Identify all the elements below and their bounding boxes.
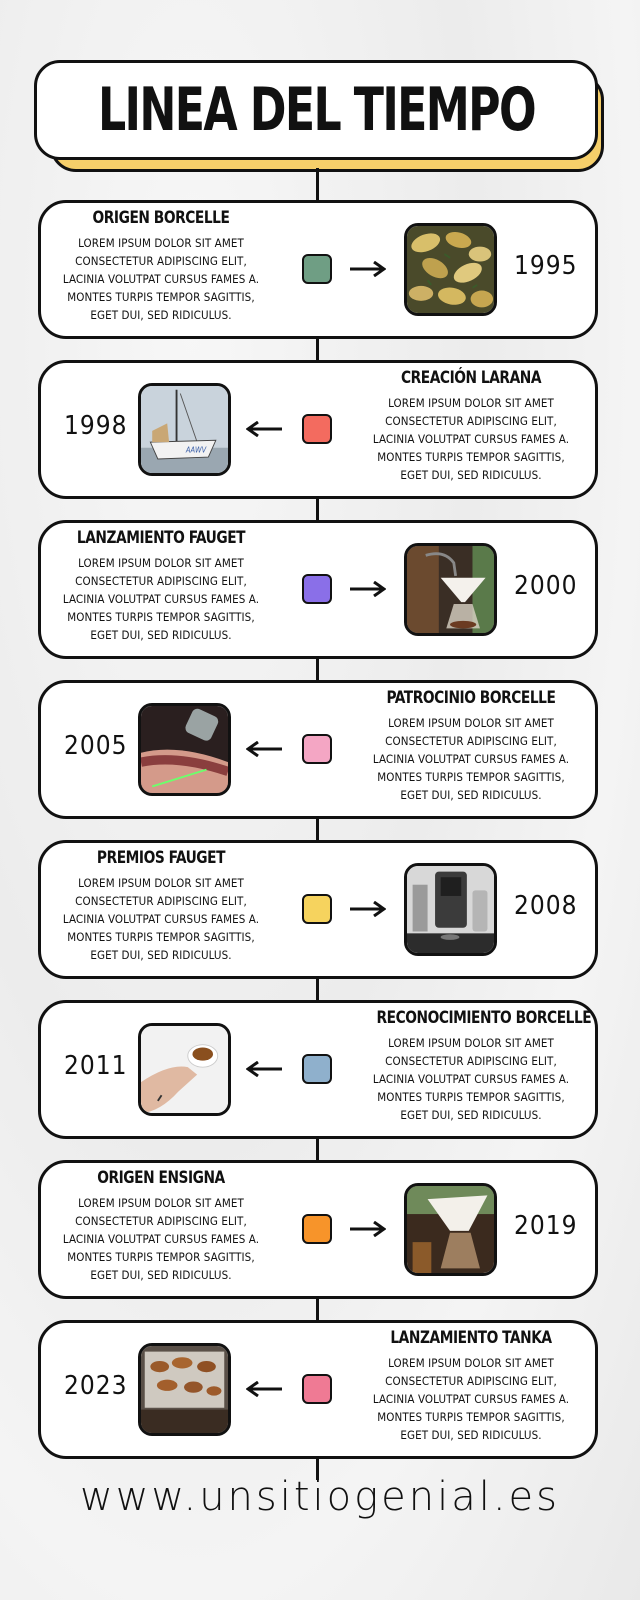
timeline-card <box>38 360 598 499</box>
event-text-block: CREACIÓN LARANA LOREM IPSUM DOLOR SIT AME… <box>366 368 576 484</box>
event-description: LOREM IPSUM DOLOR SIT AMET CONSECTETUR A… <box>62 876 260 962</box>
timeline-node <box>302 1374 332 1404</box>
event-text-block: LANZAMIENTO FAUGET LOREM IPSUM DOLOR SIT … <box>56 528 266 644</box>
event-description: LOREM IPSUM DOLOR SIT AMET CONSECTETUR A… <box>372 396 570 482</box>
event-year: 2005 <box>64 731 128 761</box>
timeline-node <box>302 254 332 284</box>
event-year: 1998 <box>64 411 128 441</box>
laser-treatment-photo <box>138 703 231 796</box>
timeline-node <box>302 734 332 764</box>
event-text-block: LANZAMIENTO TANKA LOREM IPSUM DOLOR SIT A… <box>366 1328 576 1444</box>
title-banner: LINEA DEL TIEMPO <box>34 60 604 172</box>
arrow-right-icon <box>350 1220 387 1238</box>
event-heading: PATROCINIO BORCELLE <box>386 688 556 708</box>
coffee-filter-photo <box>404 1183 497 1276</box>
arrow-left-icon <box>245 1060 282 1078</box>
event-heading: ORIGEN BORCELLE <box>92 208 230 228</box>
arrow-right-icon <box>350 260 387 278</box>
timeline-node <box>302 894 332 924</box>
coffee-machine-photo <box>404 863 497 956</box>
event-heading: RECONOCIMIENTO BORCELLE <box>376 1008 592 1028</box>
event-description: LOREM IPSUM DOLOR SIT AMET CONSECTETUR A… <box>372 716 570 802</box>
event-text-block: RECONOCIMIENTO BORCELLE LOREM IPSUM DOLOR… <box>366 1008 592 1124</box>
arrow-right-icon <box>350 900 387 918</box>
arrow-left-icon <box>245 740 282 758</box>
event-heading: ORIGEN ENSIGNA <box>97 1168 225 1188</box>
pour-over-coffee-photo <box>404 543 497 636</box>
timeline-node <box>302 414 332 444</box>
event-year: 2023 <box>64 1371 128 1401</box>
event-description: LOREM IPSUM DOLOR SIT AMET CONSECTETUR A… <box>62 236 260 322</box>
event-text-block: ORIGEN BORCELLE LOREM IPSUM DOLOR SIT AME… <box>56 208 266 324</box>
event-year: 2011 <box>64 1051 128 1081</box>
timeline-node <box>302 1054 332 1084</box>
event-description: LOREM IPSUM DOLOR SIT AMET CONSECTETUR A… <box>62 1196 260 1282</box>
svg-text:AAWV: AAWV <box>185 445 207 454</box>
espresso-cup-photo <box>138 1023 231 1116</box>
timeline-spine <box>316 168 319 1480</box>
event-year: 1995 <box>514 251 578 281</box>
event-text-block: PATROCINIO BORCELLE LOREM IPSUM DOLOR SIT… <box>366 688 576 804</box>
event-text-block: ORIGEN ENSIGNA LOREM IPSUM DOLOR SIT AMET… <box>56 1168 266 1284</box>
page-title: LINEA DEL TIEMPO <box>97 75 537 145</box>
event-heading: LANZAMIENTO FAUGET <box>76 528 246 548</box>
baked-pastries-photo <box>138 1343 231 1436</box>
roasted-potatoes-photo <box>404 223 497 316</box>
arrow-left-icon <box>245 420 282 438</box>
event-heading: LANZAMIENTO TANKA <box>390 1328 552 1348</box>
event-year: 2019 <box>514 1211 578 1241</box>
timeline-card <box>38 1000 598 1139</box>
website-url[interactable]: www.unsitiogenial.es <box>80 1474 560 1520</box>
sailboat-photo: AAWV <box>138 383 231 476</box>
timeline-node <box>302 1214 332 1244</box>
event-text-block: PREMIOS FAUGET LOREM IPSUM DOLOR SIT AMET… <box>56 848 266 964</box>
event-description: LOREM IPSUM DOLOR SIT AMET CONSECTETUR A… <box>62 556 260 642</box>
event-description: LOREM IPSUM DOLOR SIT AMET CONSECTETUR A… <box>372 1036 570 1122</box>
event-heading: CREACIÓN LARANA <box>400 368 542 388</box>
arrow-left-icon <box>245 1380 282 1398</box>
event-year: 2000 <box>514 571 578 601</box>
title-box: LINEA DEL TIEMPO <box>34 60 598 160</box>
timeline-node <box>302 574 332 604</box>
event-heading: PREMIOS FAUGET <box>96 848 226 868</box>
arrow-right-icon <box>350 580 387 598</box>
event-description: LOREM IPSUM DOLOR SIT AMET CONSECTETUR A… <box>372 1356 570 1442</box>
event-year: 2008 <box>514 891 578 921</box>
